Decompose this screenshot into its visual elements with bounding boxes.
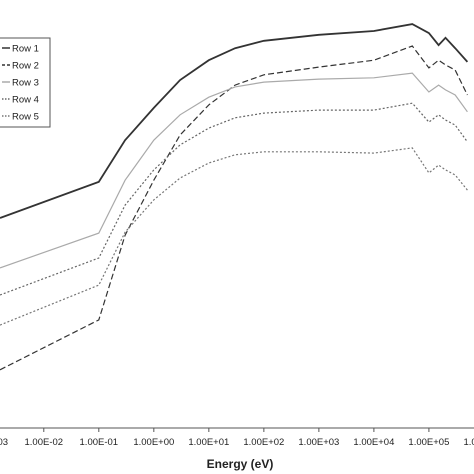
x-tick-label: 1.00E-03 [0, 437, 8, 448]
legend-label: Row 2 [12, 61, 39, 72]
x-axis-title: Energy (eV) [207, 457, 274, 471]
legend-label: Row 5 [12, 112, 39, 123]
x-tick-label: 1.00E+03 [298, 437, 339, 448]
line-series [0, 147, 468, 326]
x-tick-label: 1.00E+06 [463, 437, 474, 448]
line-series [0, 72, 468, 269]
x-tick-label: 1.00E+00 [133, 437, 174, 448]
line-series [0, 45, 468, 371]
legend-label: Row 3 [12, 78, 39, 89]
x-tick-label: 1.00E+01 [188, 437, 229, 448]
legend-label: Row 1 [12, 44, 39, 55]
x-tick-label: 1.00E+02 [243, 437, 284, 448]
line-series [0, 102, 468, 296]
x-tick-label: 1.00E-02 [25, 437, 64, 448]
x-tick-label: 1.00E+05 [408, 437, 449, 448]
legend-label: Row 4 [12, 95, 39, 106]
x-tick-label: 1.00E+04 [353, 437, 394, 448]
line-series [0, 23, 469, 219]
x-tick-label: 1.00E-01 [80, 437, 119, 448]
